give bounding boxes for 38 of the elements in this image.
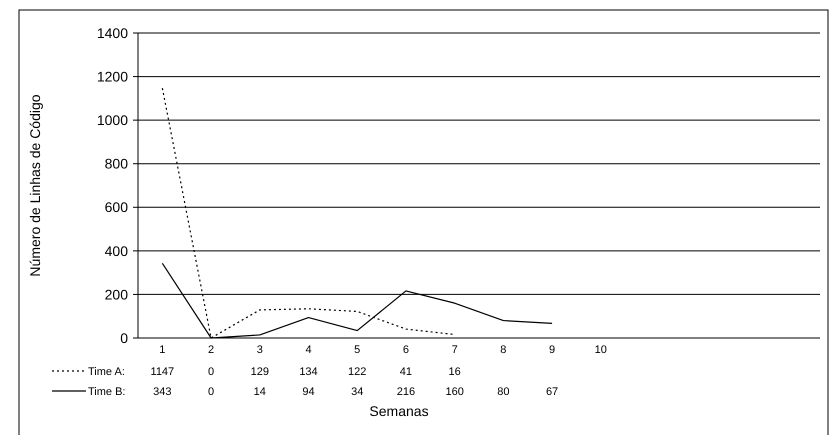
data-label: 80 [497, 386, 510, 398]
data-label: 343 [153, 386, 172, 398]
y-axis-title: Número de Linhas de Código [27, 94, 43, 277]
x-tick-label: 3 [256, 344, 263, 356]
data-label: 216 [396, 386, 416, 398]
data-label: 67 [546, 386, 558, 398]
y-tick-label: 800 [104, 156, 128, 172]
data-label: 41 [400, 366, 412, 378]
x-axis-title: Semanas [369, 403, 429, 419]
x-tick-label: 7 [452, 344, 458, 356]
data-label: 0 [208, 386, 214, 398]
x-tick-label: 1 [159, 344, 166, 356]
data-label: 122 [348, 366, 366, 378]
x-tick-label: 2 [208, 344, 214, 356]
y-tick-label: 0 [120, 330, 128, 346]
x-tick-label: 10 [594, 344, 607, 356]
data-label: 0 [208, 366, 214, 378]
legend-label: Time B: [88, 386, 126, 398]
data-label: 129 [250, 366, 269, 378]
y-tick-label: 600 [104, 199, 128, 216]
y-tick-label: 400 [104, 242, 128, 259]
data-label: 1147 [150, 366, 174, 378]
x-tick-label: 9 [549, 344, 556, 356]
data-label: 16 [448, 366, 461, 378]
x-tick-label: 5 [354, 344, 360, 356]
y-tick-label: 1200 [96, 68, 128, 84]
x-tick-label: 4 [305, 344, 312, 356]
data-label: 34 [351, 386, 364, 398]
y-tick-label: 1000 [96, 112, 128, 128]
x-tick-label: 6 [402, 344, 409, 356]
data-label: 134 [299, 366, 318, 378]
legend-label: Time A: [88, 366, 125, 378]
y-tick-label: 1400 [96, 24, 128, 41]
data-label: 160 [445, 386, 464, 398]
data-label: 14 [254, 386, 266, 398]
y-tick-label: 200 [104, 286, 128, 302]
data-label: 94 [302, 386, 315, 398]
x-tick-label: 8 [500, 344, 506, 356]
